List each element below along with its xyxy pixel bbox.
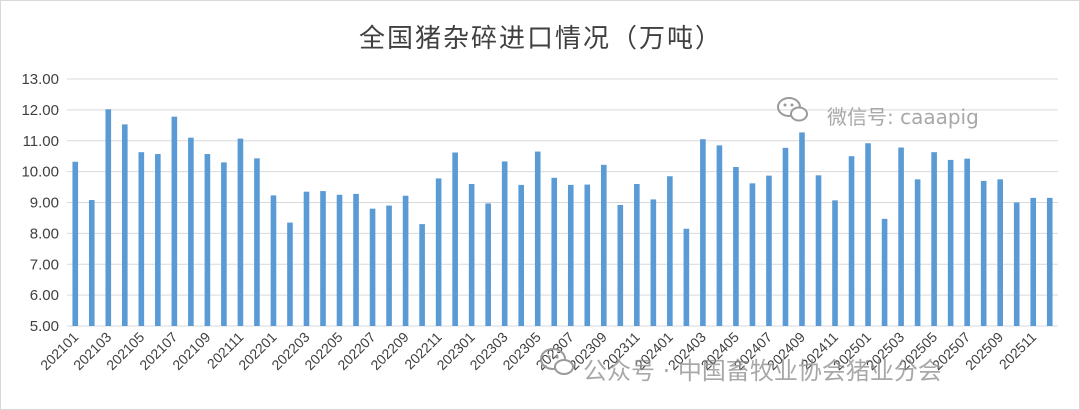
- bar-202209: [402, 195, 409, 326]
- bar-202502: [881, 218, 888, 326]
- bar-202403: [700, 139, 706, 326]
- bar-202108: [188, 137, 194, 326]
- bar-202205: [336, 194, 343, 326]
- watermark-account-name: 公众号 · 中国畜牧业协会猪业分会: [583, 357, 942, 385]
- bar-202504: [914, 179, 921, 326]
- bar-202506: [947, 159, 954, 326]
- bar-202103: [105, 109, 112, 326]
- bar-202410: [815, 175, 822, 326]
- bar-202307: [567, 184, 574, 326]
- bar-202105: [138, 152, 145, 326]
- bar-202405: [733, 166, 739, 326]
- bar-202206: [353, 193, 359, 326]
- bar-202201: [270, 195, 277, 326]
- bar-202409: [799, 132, 805, 326]
- bar-series: [72, 109, 1053, 326]
- y-tick-label: 13.00: [21, 71, 59, 88]
- bar-202208: [386, 205, 392, 326]
- bar-202305: [534, 151, 541, 326]
- bar-202109: [204, 154, 211, 326]
- bar-202303: [501, 161, 508, 326]
- bar-202508: [980, 180, 987, 326]
- bar-202312: [650, 199, 657, 326]
- bar-202211: [435, 178, 442, 326]
- bar-202507: [964, 158, 970, 326]
- bar-202104: [122, 124, 128, 326]
- bar-202203: [303, 191, 310, 326]
- bar-202302: [485, 203, 491, 326]
- bar-202212: [452, 152, 458, 326]
- bar-202306: [551, 177, 558, 326]
- bar-202406: [749, 183, 756, 326]
- y-tick-label: 8.00: [30, 225, 59, 242]
- bar-202512: [1046, 197, 1053, 326]
- y-tick-label: 12.00: [21, 102, 59, 119]
- bar-202311: [634, 183, 640, 326]
- bar-202407: [766, 175, 772, 326]
- bar-202202: [287, 222, 293, 326]
- bar-202404: [716, 145, 723, 326]
- chart-title: 全国猪杂碎进口情况（万吨）: [359, 24, 723, 54]
- bar-202310: [617, 204, 624, 326]
- y-tick-label: 10.00: [21, 164, 59, 181]
- x-tick-label: 202511: [996, 329, 1040, 373]
- bar-202101: [72, 161, 79, 326]
- bar-202505: [931, 152, 937, 326]
- bar-202408: [782, 147, 789, 326]
- x-tick-label: 202109: [169, 329, 213, 373]
- bar-202107: [171, 116, 178, 326]
- y-tick-label: 9.00: [30, 195, 59, 212]
- bar-202106: [155, 154, 161, 326]
- wechat-icon: [777, 97, 808, 122]
- bar-202411: [832, 200, 838, 326]
- bar-202304: [518, 184, 525, 326]
- bar-202301: [468, 183, 475, 326]
- bar-202102: [88, 200, 95, 326]
- bar-202509: [997, 179, 1003, 326]
- bar-202510: [1013, 202, 1020, 326]
- y-tick-label: 7.00: [30, 256, 59, 273]
- bar-202511: [1030, 197, 1037, 326]
- y-tick-label: 5.00: [30, 318, 59, 335]
- grid-lines: [67, 78, 1058, 327]
- watermark-top-right: 微信号: caaapig: [777, 97, 979, 129]
- bar-202503: [898, 147, 904, 326]
- bar-202501: [865, 143, 871, 326]
- bar-202112: [254, 158, 260, 326]
- bar-202210: [419, 224, 425, 326]
- bar-202204: [320, 191, 326, 326]
- watermark-wechat-id: 微信号: caaapig: [827, 105, 979, 129]
- wechat-icon: [540, 348, 574, 375]
- bar-202207: [369, 208, 376, 326]
- bar-202111: [237, 138, 244, 326]
- bar-202309: [600, 164, 607, 326]
- y-tick-label: 6.00: [30, 287, 59, 304]
- bar-202412: [848, 156, 855, 326]
- bar-202401: [667, 176, 673, 326]
- bar-202110: [221, 162, 227, 326]
- y-axis-ticks: 5.00 6.00 7.00 8.00 9.00 10.00 11.00 12.00 13.00: [21, 71, 59, 335]
- bar-202308: [584, 184, 591, 326]
- watermark-bottom: 公众号 · 中国畜牧业协会猪业分会: [540, 348, 942, 385]
- y-tick-label: 11.00: [23, 133, 59, 150]
- bar-202402: [683, 228, 690, 326]
